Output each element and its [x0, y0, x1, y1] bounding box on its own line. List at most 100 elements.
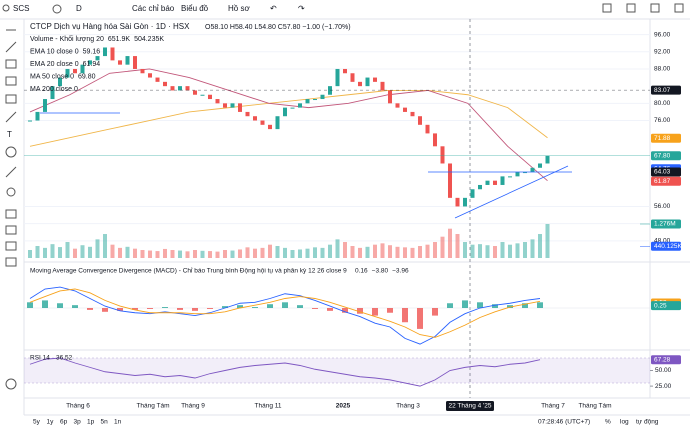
range-button[interactable]: 1n	[114, 419, 122, 426]
search-icon[interactable]	[2, 4, 10, 12]
macd-value: 0.16	[355, 268, 368, 275]
candle	[140, 68, 145, 74]
profile-button[interactable]: Hồ sơ	[228, 4, 250, 13]
redo-icon[interactable]: ↷	[298, 4, 305, 13]
candle	[485, 180, 490, 185]
volume-bar	[28, 250, 32, 258]
emoji-tool[interactable]	[5, 146, 17, 158]
ruler-tool[interactable]	[5, 166, 17, 178]
eye-tool[interactable]	[5, 241, 17, 251]
symbol[interactable]: SCS	[13, 4, 29, 13]
chart-button[interactable]: Biểu đồ	[181, 4, 209, 13]
volume-bar	[508, 244, 512, 258]
macd-histogram-bar	[222, 306, 228, 308]
settings-icon[interactable]	[602, 3, 612, 13]
macd-histogram-bar	[342, 308, 348, 313]
settings-tool[interactable]	[5, 378, 17, 390]
brush-tool[interactable]	[5, 111, 17, 123]
interval[interactable]: D	[76, 4, 82, 13]
candle	[373, 77, 377, 82]
candle	[298, 103, 302, 108]
candle	[395, 103, 400, 108]
volume-bar	[125, 246, 130, 258]
macd-histogram-bar	[57, 303, 63, 308]
candle	[320, 94, 325, 100]
volume-bar	[478, 244, 482, 258]
text-tool[interactable]: T	[7, 130, 12, 139]
volume-bar	[80, 245, 85, 258]
macd-histogram-bar	[417, 308, 423, 329]
candle	[155, 77, 160, 82]
fullscreen-icon[interactable]	[626, 3, 636, 13]
volume-bar	[515, 243, 520, 258]
candle	[470, 189, 475, 198]
volume-bar	[110, 244, 115, 258]
candle	[508, 176, 512, 178]
projection-tool[interactable]	[5, 94, 17, 104]
y-tick-label: 80.00	[654, 100, 671, 107]
volume-bar	[140, 250, 145, 258]
auto-toggle[interactable]: tự động	[636, 419, 659, 426]
candle	[110, 47, 115, 61]
range-button[interactable]: 1p	[87, 419, 95, 426]
volume-bar	[215, 251, 220, 258]
signal-line	[29, 288, 541, 338]
indicators-button[interactable]: Các chỉ báo	[132, 4, 175, 13]
price-box-bg	[651, 133, 681, 143]
volume-bar	[455, 234, 460, 258]
macd-histogram-bar	[42, 300, 48, 308]
undo-icon[interactable]: ↶	[270, 4, 277, 13]
indicator-value: 504.235K	[134, 36, 164, 43]
volume-bar	[545, 224, 550, 258]
candle	[28, 120, 32, 122]
range-button[interactable]: 5n	[101, 419, 109, 426]
volume-bar	[395, 246, 400, 258]
macd-histogram-bar	[312, 308, 318, 309]
volume-bar	[65, 242, 70, 258]
rsi-box-bg	[651, 355, 681, 365]
volume-bar	[148, 250, 152, 258]
volume-bar	[178, 250, 182, 258]
fib-tool[interactable]	[5, 59, 17, 69]
candle	[313, 99, 317, 101]
trendline-tool[interactable]	[5, 41, 17, 53]
pattern-tool[interactable]	[5, 76, 17, 86]
x-tick-label: Tháng 7	[541, 403, 565, 410]
volume-bar	[155, 251, 160, 258]
volume-bar	[410, 247, 415, 258]
range-button[interactable]: 3p	[74, 419, 82, 426]
price-box: 67.80	[654, 152, 671, 159]
magnet-tool[interactable]	[5, 209, 17, 219]
volume-bar	[253, 248, 257, 258]
add-icon[interactable]	[52, 4, 62, 14]
range-button[interactable]: 6p	[60, 419, 68, 426]
log-toggle[interactable]: log	[620, 419, 629, 426]
camera-icon[interactable]	[650, 3, 660, 13]
lock-tool[interactable]	[5, 225, 17, 235]
crosshair-time-bg	[446, 401, 494, 411]
volume-bar	[103, 234, 107, 258]
menu-icon[interactable]	[674, 3, 684, 13]
macd-histogram-bar	[267, 304, 273, 308]
trash-tool[interactable]	[5, 257, 17, 267]
price-box: 71.88	[654, 135, 671, 142]
zoom-tool[interactable]	[6, 187, 16, 197]
candle	[358, 81, 362, 87]
candle	[215, 99, 220, 104]
volume-bar	[305, 248, 310, 258]
volume-bar	[223, 250, 227, 258]
candle	[35, 111, 40, 121]
clock: 07:28:46 (UTC+7)	[538, 419, 590, 426]
range-button[interactable]: 5y	[33, 419, 41, 426]
price-box: 83.07	[654, 87, 671, 94]
range-button[interactable]: 1y	[47, 419, 55, 426]
indicator-name: Volume - Khối lượng 20	[30, 34, 104, 43]
candle	[403, 107, 407, 112]
candle	[275, 116, 280, 130]
candle	[260, 120, 265, 125]
percent-toggle[interactable]: %	[605, 419, 611, 426]
macd-value: −3.96	[392, 268, 409, 275]
indicator-value: 651.9K	[108, 36, 131, 43]
candle	[530, 167, 535, 173]
candle	[515, 172, 520, 177]
